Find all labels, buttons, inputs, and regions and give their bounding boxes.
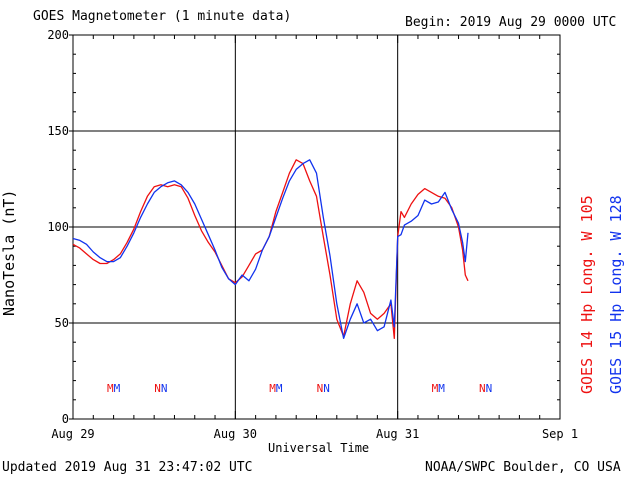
y-tick-label: 100	[47, 220, 69, 234]
noon-midnight-marker: MM	[269, 382, 283, 395]
y-tick-label: 200	[47, 28, 69, 42]
x-tick-label: Aug 30	[214, 427, 257, 441]
noon-midnight-marker: NN	[317, 382, 330, 395]
y-tick-label: 50	[55, 316, 69, 330]
x-axis-label: Universal Time	[268, 441, 370, 455]
x-tick-label: Aug 29	[51, 427, 94, 441]
chart-title: GOES Magnetometer (1 minute data)	[33, 9, 292, 24]
y-tick-label: 0	[62, 412, 69, 426]
credit-text: NOAA/SWPC Boulder, CO USA	[425, 460, 621, 475]
updated-timestamp: Updated 2019 Aug 31 23:47:02 UTC	[2, 460, 253, 475]
y-tick-label: 150	[47, 124, 69, 138]
x-tick-label: Sep 1	[542, 427, 578, 441]
noon-midnight-marker: MM	[432, 382, 446, 395]
series-line-goes15	[72, 159, 469, 340]
noon-midnight-marker: NN	[479, 382, 492, 395]
series-line-goes14	[72, 159, 469, 340]
noon-midnight-marker: NN	[154, 382, 167, 395]
x-tick-label: Aug 31	[376, 427, 419, 441]
noon-midnight-marker: MM	[107, 382, 121, 395]
begin-time: Begin: 2019 Aug 29 0000 UTC	[405, 15, 617, 30]
